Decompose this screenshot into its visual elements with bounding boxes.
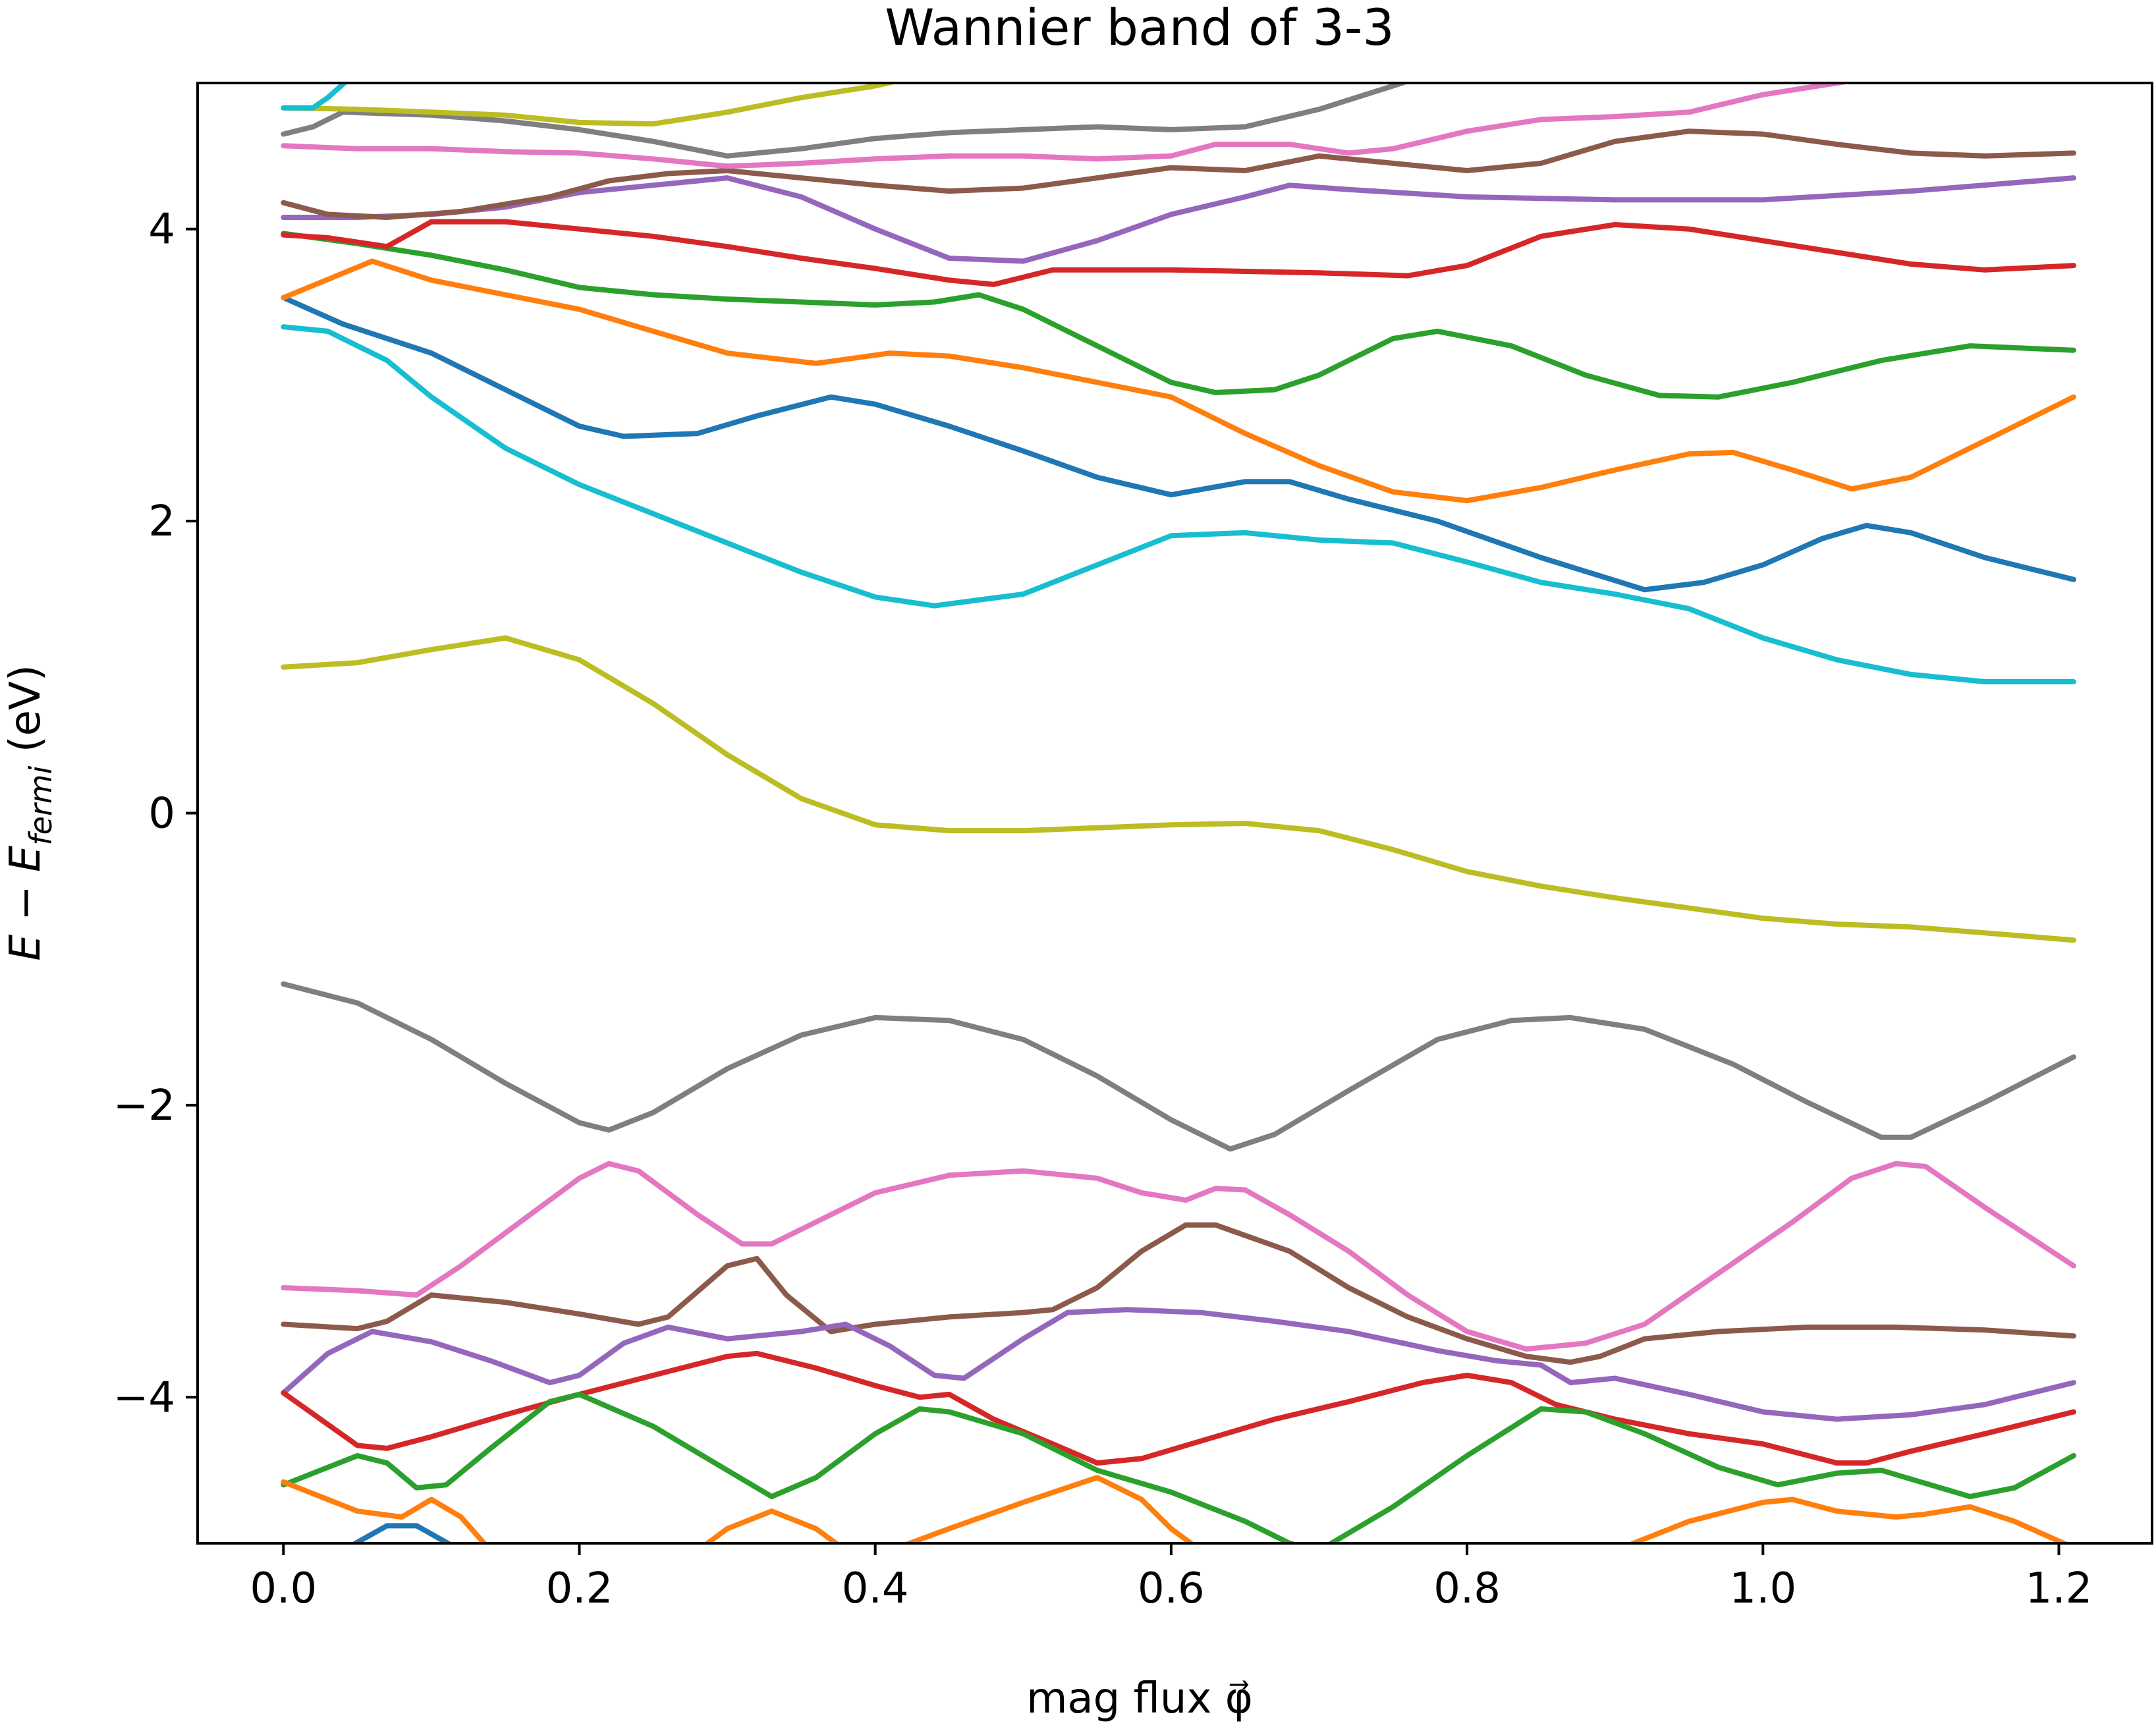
y-axis-label-unit: (eV) [1, 665, 50, 765]
band-line-18 [281, 1391, 2076, 1543]
band-line-23 [350, 1523, 454, 1543]
y-tick-label: −2 [113, 1082, 175, 1130]
plot-frame [196, 82, 2153, 1545]
band-line-7 [281, 219, 2076, 287]
band-line-14 [281, 1161, 2076, 1352]
x-tick-label: 1.2 [2026, 1564, 2093, 1613]
band-line-12 [281, 83, 900, 127]
band-line-17 [281, 1350, 2076, 1466]
band-line-15 [281, 1222, 2076, 1365]
x-tick-label: 1.0 [1729, 1564, 1796, 1613]
band-line-13 [281, 83, 348, 111]
band-line-9 [281, 128, 2076, 220]
band-line-19 [281, 1479, 488, 1543]
y-ticks: −4 −2 0 2 4 [113, 206, 198, 1422]
band-line-1 [281, 635, 2076, 943]
y-tick-label: 0 [148, 790, 175, 838]
x-tick-label: 0.4 [842, 1564, 909, 1613]
y-axis-label-sub: fermi [23, 765, 59, 845]
band-line-22 [1626, 1497, 2070, 1543]
band-line-20 [703, 1508, 841, 1543]
y-tick-label: −4 [113, 1373, 175, 1422]
x-ticks: 0.0 0.2 0.4 0.6 0.8 1.0 1.2 [250, 1543, 2092, 1613]
band-line-6 [281, 231, 2076, 400]
band-line-21 [902, 1475, 1196, 1543]
chart-title: Wannier band of 3-3 [885, 0, 1394, 57]
band-line-16 [281, 1307, 2076, 1422]
x-tick-label: 0.0 [250, 1564, 317, 1613]
x-axis-label: mag flux φ⃗ [1026, 1674, 1253, 1723]
x-tick-label: 0.8 [1433, 1564, 1501, 1613]
band-line-4 [281, 294, 2076, 593]
x-tick-label: 0.2 [546, 1564, 613, 1613]
series-layer [281, 83, 2076, 1543]
band-line-10 [281, 83, 1854, 169]
band-line-3 [281, 324, 2076, 684]
y-axis-label: E − Efermi (eV) [1, 665, 59, 961]
y-axis-label-main: E − E [1, 845, 50, 961]
y-tick-label: 4 [148, 206, 175, 254]
band-line-2 [281, 981, 2076, 1152]
band-line-5 [281, 258, 2076, 504]
x-tick-label: 0.6 [1138, 1564, 1205, 1613]
y-tick-label: 2 [148, 497, 175, 546]
band-line-11 [281, 83, 1411, 159]
